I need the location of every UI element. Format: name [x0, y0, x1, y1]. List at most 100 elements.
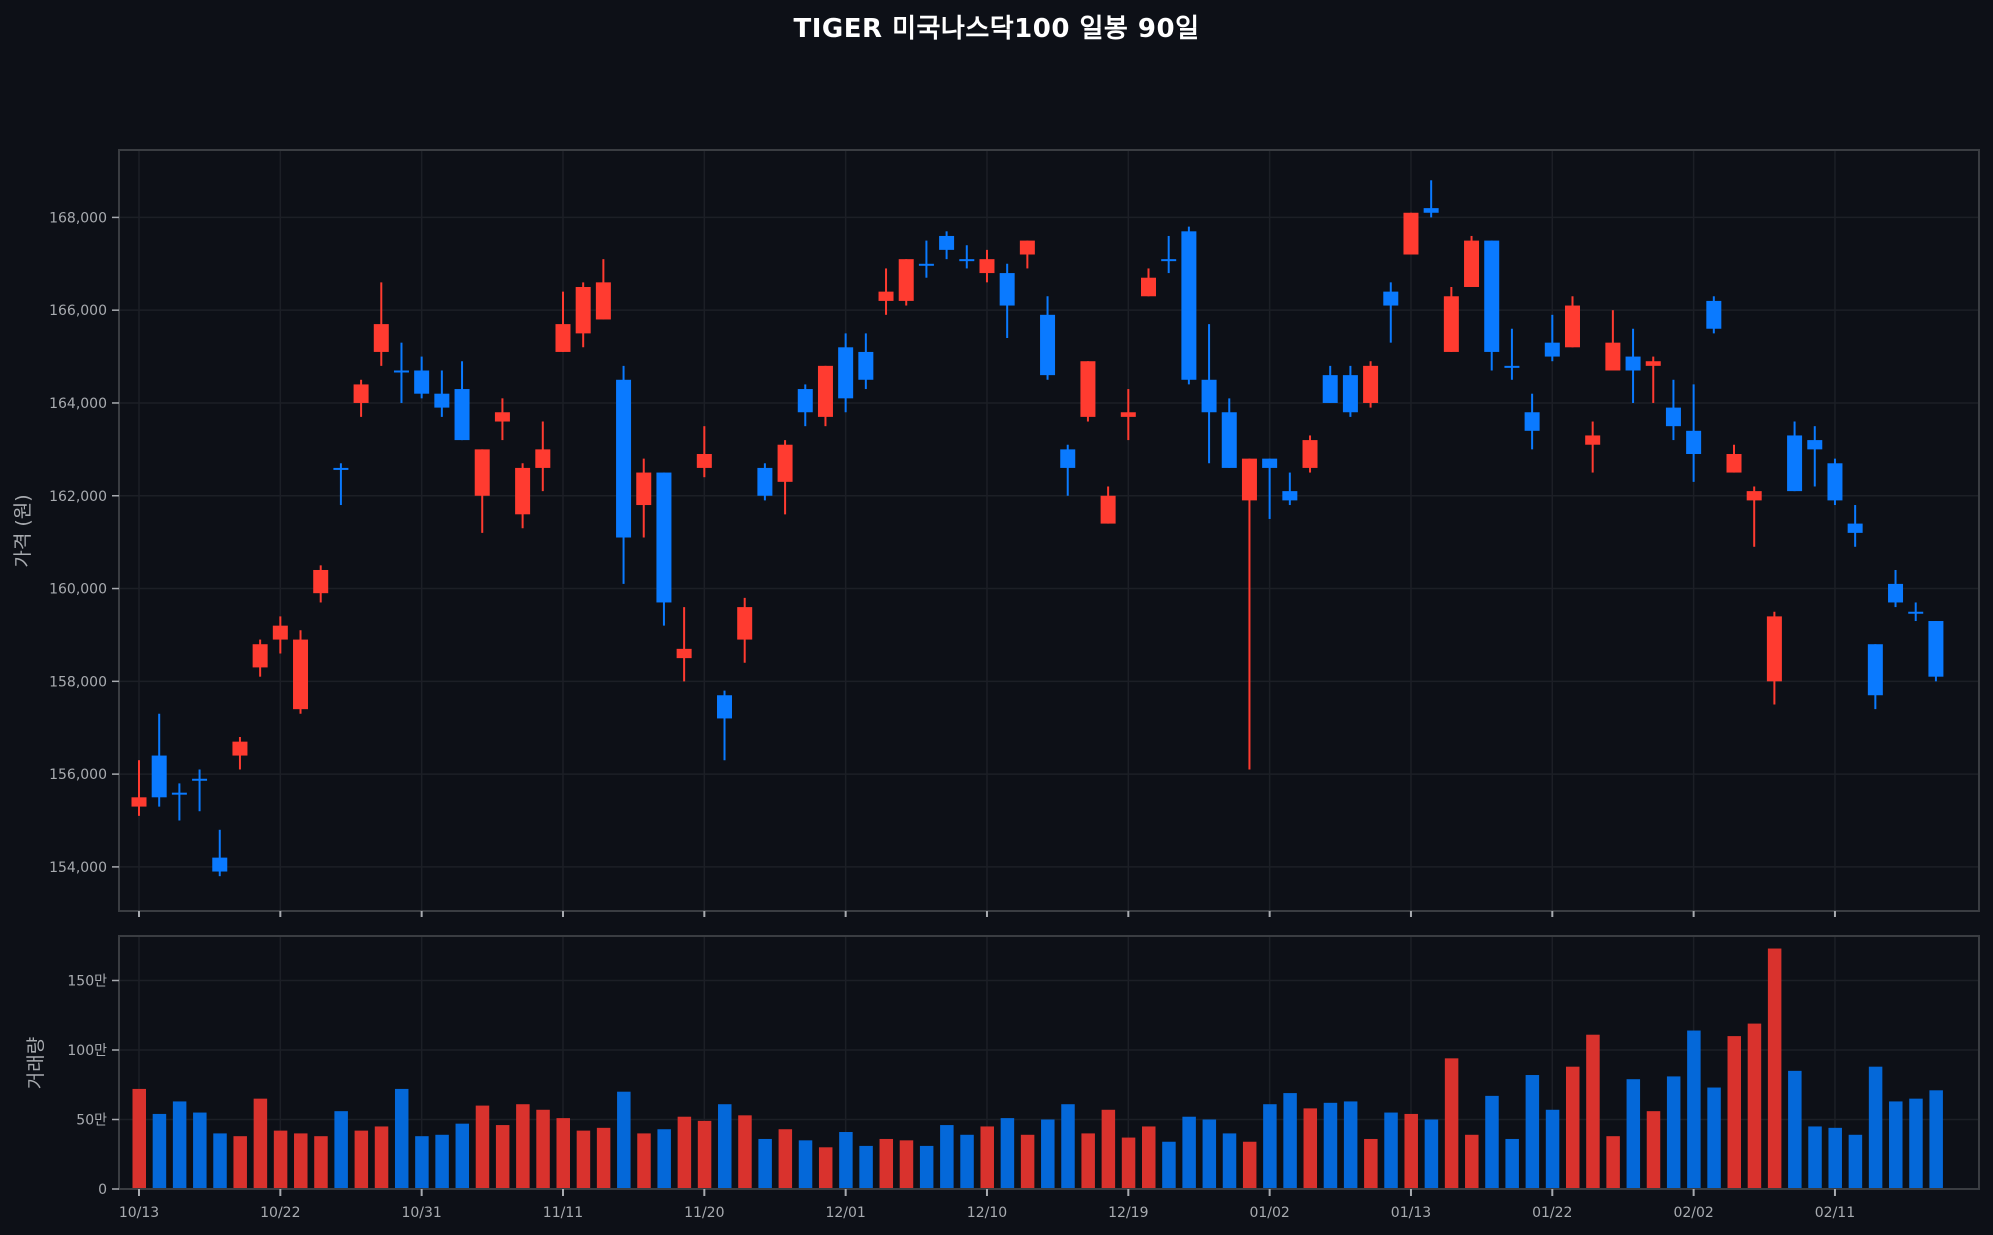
candle-body — [1100, 495, 1116, 524]
candle — [1161, 235, 1177, 274]
candle-body — [1827, 463, 1843, 501]
y-tick-label: 150만 — [67, 974, 107, 990]
candle-body — [131, 797, 147, 807]
x-tick-label: 01/02 — [1249, 1205, 1289, 1221]
x-tick-label: 10/13 — [119, 1205, 159, 1221]
candle — [1141, 268, 1156, 297]
volume-bar — [1545, 1109, 1560, 1189]
y-tick-label: 100만 — [67, 1043, 107, 1059]
volume-bar — [132, 1088, 146, 1189]
candle — [696, 426, 712, 478]
volume-bar — [1626, 1079, 1641, 1189]
volume-bar — [1323, 1102, 1338, 1189]
volume-bar — [233, 1136, 247, 1189]
candle-body — [1141, 277, 1156, 297]
candle-body — [777, 444, 793, 482]
candle-body — [636, 472, 652, 506]
volume-bar — [374, 1126, 389, 1189]
volume-bar — [1202, 1119, 1217, 1189]
candle — [373, 282, 389, 366]
candle-body — [797, 389, 813, 413]
candle-body — [1605, 342, 1621, 371]
volume-bar — [1283, 1093, 1297, 1189]
candle — [878, 268, 894, 315]
candle-body — [414, 370, 430, 394]
volume-bar — [1222, 1133, 1237, 1189]
x-tick-label: 12/19 — [1108, 1205, 1148, 1221]
candle-body — [939, 235, 955, 250]
volume-bar — [495, 1125, 510, 1189]
candle — [1201, 324, 1217, 464]
volume-bar — [738, 1115, 752, 1189]
x-tick-label: 11/20 — [684, 1205, 724, 1221]
volume-bar — [1889, 1101, 1903, 1189]
y-tick-label: 166,000 — [49, 303, 107, 319]
candle — [1867, 644, 1883, 710]
candle-body — [393, 370, 409, 373]
volume-bar — [879, 1138, 894, 1189]
candle-body — [151, 755, 167, 798]
volume-bar — [1646, 1111, 1661, 1189]
volume-bar — [1000, 1118, 1015, 1189]
candle — [151, 713, 167, 807]
candle-body — [1585, 435, 1601, 445]
price-axis-label: 가격 (원) — [12, 494, 34, 567]
volume-bar — [1808, 1126, 1822, 1189]
candle-body — [1161, 259, 1177, 262]
volume-bar — [1242, 1141, 1257, 1189]
candle-body — [555, 324, 571, 352]
volume-bar — [899, 1140, 914, 1189]
candle — [1504, 328, 1520, 380]
volume-bar — [1727, 1036, 1742, 1189]
candle-body — [1383, 291, 1399, 306]
volume-bar — [1182, 1116, 1196, 1189]
candle — [757, 463, 773, 501]
candle-body — [676, 648, 692, 659]
x-tick-label: 02/02 — [1673, 1205, 1713, 1221]
candle — [817, 365, 833, 427]
candle — [1363, 361, 1379, 408]
volume-bar — [475, 1105, 490, 1189]
candle-body — [1888, 583, 1904, 603]
volume-bar — [253, 1098, 268, 1189]
volume-bar — [1909, 1098, 1923, 1189]
volume-bar — [1565, 1066, 1580, 1189]
candle-body — [858, 351, 874, 380]
x-tick-label: 10/31 — [401, 1205, 441, 1221]
candle — [434, 370, 450, 417]
candle — [515, 463, 531, 529]
volume-bar — [778, 1129, 793, 1189]
candle-body — [313, 569, 329, 594]
candle-body — [1060, 449, 1076, 468]
volume-axis-label: 거래량 — [25, 1037, 47, 1089]
candle-body — [1807, 440, 1823, 450]
volume-bar — [1061, 1104, 1075, 1189]
candle-body — [1726, 454, 1742, 473]
volume-bar — [919, 1145, 934, 1189]
volume-bar — [556, 1118, 570, 1189]
candle — [1625, 328, 1641, 403]
volume-bar — [1465, 1134, 1479, 1189]
candle — [393, 342, 409, 403]
candle — [313, 565, 329, 603]
volume-bar — [516, 1104, 530, 1189]
y-tick-label: 154,000 — [49, 860, 107, 876]
candle-body — [1908, 611, 1924, 614]
candle — [1060, 444, 1076, 496]
volume-bar — [1343, 1101, 1358, 1189]
candle — [838, 333, 854, 413]
candle — [1019, 240, 1035, 269]
volume-bar — [1848, 1134, 1863, 1189]
candle-body — [1363, 365, 1379, 403]
candle — [979, 249, 995, 283]
candle-body — [1423, 208, 1439, 213]
volume-bar — [758, 1138, 772, 1189]
candle — [212, 829, 228, 877]
candle — [797, 384, 813, 427]
candle-body — [1706, 300, 1722, 329]
candle-body — [535, 449, 551, 468]
candle — [1847, 505, 1863, 547]
candle — [1423, 180, 1439, 218]
volume-bar — [617, 1091, 631, 1189]
candle-body — [1847, 523, 1863, 533]
